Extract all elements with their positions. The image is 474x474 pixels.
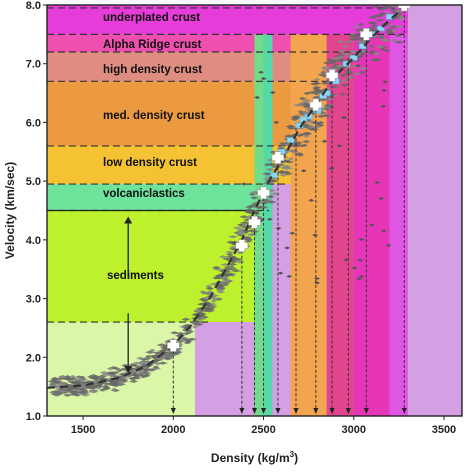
y-tick-label: 2.0 <box>26 352 41 364</box>
zone-label: volcaniclastics <box>103 188 185 200</box>
zone-label: high density crust <box>103 64 202 76</box>
x-tick-label: 3000 <box>341 424 365 436</box>
density-column-fill <box>390 34 408 416</box>
zone-label: med. density crust <box>103 110 205 122</box>
zone-band <box>47 211 255 323</box>
y-tick-label: 4.0 <box>26 235 41 247</box>
zone-label: low density crust <box>103 157 197 169</box>
density-column-fill <box>327 34 354 416</box>
density-column-fill <box>264 34 273 416</box>
zone-label: Alpha Ridge crust <box>103 39 202 51</box>
blue-data-point <box>287 138 294 143</box>
zone-band <box>47 5 408 34</box>
x-axis-title: Density (kg/m3) <box>211 450 298 465</box>
x-axis-title-end: ) <box>294 451 298 465</box>
x-tick-label: 3500 <box>432 424 456 436</box>
x-tick-label: 2500 <box>251 424 275 436</box>
x-axis-title-main: Density (kg/m <box>211 451 290 465</box>
y-tick-label: 1.0 <box>26 411 41 423</box>
x-tick-label: 1500 <box>71 424 95 436</box>
y-axis-title: Velocity (km/sec) <box>3 162 17 259</box>
zone-label: underplated crust <box>103 12 200 24</box>
y-tick-label: 6.0 <box>26 117 41 129</box>
x-tick-label: 2000 <box>161 424 185 436</box>
plot-area <box>47 0 462 416</box>
y-tick-label: 3.0 <box>26 294 41 306</box>
y-tick-label: 8.0 <box>26 0 41 12</box>
y-tick-label: 5.0 <box>26 176 41 188</box>
zone-label: sediments <box>107 270 164 282</box>
y-tick-label: 7.0 <box>26 59 41 71</box>
